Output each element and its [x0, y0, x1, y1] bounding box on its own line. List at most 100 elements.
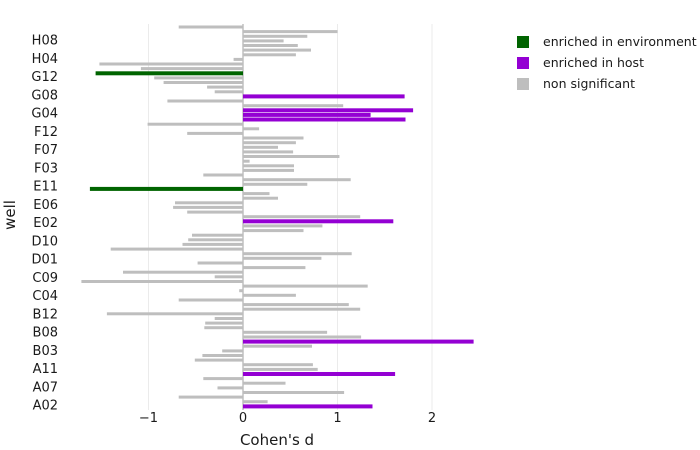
y-tick-labels: H08 H04 G12 G08 G04 F12 F07 F03 E11 E06 E02 D10 D01 C… [31, 34, 58, 414]
bar-non-significant [243, 145, 278, 149]
bar-host [243, 112, 371, 117]
legend: enriched in environment enriched in host… [517, 31, 697, 94]
bar-non-significant [204, 326, 243, 330]
bar-non-significant [243, 266, 306, 270]
bar-non-significant [147, 122, 243, 126]
bar-non-significant [110, 247, 243, 251]
bar-non-significant [187, 131, 243, 135]
bar-non-significant [243, 178, 351, 182]
legend-item-environment: enriched in environment [517, 31, 697, 52]
y-tick-label: E11 [33, 180, 58, 195]
bar-non-significant [243, 141, 296, 145]
bar-host [243, 94, 405, 99]
bar-non-significant [214, 317, 243, 320]
bar-environment [95, 71, 243, 76]
bar-non-significant [203, 377, 243, 381]
bar-non-significant [197, 261, 243, 265]
y-tick-label: F03 [34, 161, 58, 176]
bar-non-significant [243, 335, 362, 339]
bar-non-significant [243, 256, 322, 260]
bar-non-significant [163, 81, 243, 84]
x-tick-labels: −1 0 1 2 [139, 411, 436, 426]
y-tick-label: E02 [33, 216, 58, 231]
bar-non-significant [243, 284, 368, 288]
y-tick-label: F07 [34, 143, 58, 158]
bar-non-significant [106, 312, 244, 316]
y-tick-label: D01 [31, 253, 58, 268]
legend-swatch-non-significant [517, 77, 529, 90]
y-tick-label: A07 [33, 380, 58, 395]
bar-non-significant [243, 381, 286, 385]
bar-non-significant [194, 358, 243, 362]
bar-non-significant [154, 76, 243, 80]
legend-label-host: enriched in host [543, 55, 644, 70]
bar-non-significant [173, 205, 243, 209]
bar-non-significant [243, 391, 345, 394]
bar-host [243, 404, 373, 409]
bar-non-significant [178, 298, 243, 302]
x-axis-title: Cohen's d [240, 431, 314, 449]
bar-non-significant [243, 48, 311, 52]
bar-non-significant [178, 25, 243, 29]
bar-non-significant [243, 30, 338, 34]
bar-non-significant [243, 330, 328, 334]
y-tick-label: B12 [33, 307, 58, 322]
bar-non-significant [222, 349, 243, 353]
y-tick-label: H04 [32, 52, 58, 67]
bar-non-significant [243, 127, 260, 131]
y-tick-label: G04 [31, 107, 58, 122]
bar-non-significant [214, 90, 243, 94]
bar-non-significant [207, 85, 243, 89]
y-tick-label: G12 [31, 70, 58, 85]
bar-non-significant [214, 275, 243, 279]
legend-swatch-environment [517, 35, 529, 48]
bar-non-significant [243, 39, 284, 43]
bar-non-significant [243, 192, 270, 196]
bar-non-significant [243, 150, 294, 154]
bar-non-significant [243, 196, 278, 200]
x-tick-label: 1 [333, 411, 341, 426]
bar-non-significant [243, 155, 340, 158]
x-tick-label: −1 [139, 411, 158, 426]
bar-non-significant [233, 57, 243, 61]
legend-swatch-host [517, 56, 529, 69]
bar-non-significant [243, 182, 308, 186]
bar-non-significant [243, 344, 312, 348]
y-tick-label: C04 [32, 289, 58, 304]
bar-non-significant [123, 270, 243, 274]
y-tick-label: B03 [33, 344, 58, 359]
bar-non-significant [243, 44, 298, 47]
bar-non-significant [217, 386, 243, 390]
legend-item-host: enriched in host [517, 52, 697, 73]
bar-non-significant [243, 164, 294, 168]
bar-non-significant [243, 307, 361, 311]
bar-non-significant [243, 53, 296, 57]
y-tick-label: G08 [31, 88, 58, 103]
bar-non-significant [243, 293, 296, 297]
x-tick-label: 0 [239, 411, 247, 426]
y-tick-label: D10 [31, 234, 58, 249]
y-axis-title: well [1, 200, 19, 230]
bar-non-significant [205, 321, 243, 325]
bar-host [243, 372, 396, 376]
y-tick-label: B08 [33, 326, 58, 341]
bar-host [243, 219, 394, 224]
y-tick-label: A02 [33, 399, 58, 414]
y-tick-label: A11 [33, 362, 58, 377]
bar-host [243, 117, 406, 122]
bar-non-significant [81, 280, 244, 283]
legend-item-non-significant: non significant [517, 73, 697, 94]
bar-non-significant [167, 99, 243, 103]
bar-non-significant [192, 233, 243, 237]
bar-non-significant [99, 62, 244, 66]
bar-host [243, 108, 414, 113]
bar-non-significant [243, 252, 352, 256]
bar-non-significant [243, 367, 318, 371]
bar-non-significant [243, 229, 304, 233]
bar-non-significant [243, 136, 304, 140]
bar-non-significant [243, 215, 361, 219]
bar-non-significant [243, 168, 294, 172]
bar-non-significant [203, 173, 243, 177]
bar-non-significant [239, 289, 243, 293]
bar-non-significant [243, 34, 308, 38]
